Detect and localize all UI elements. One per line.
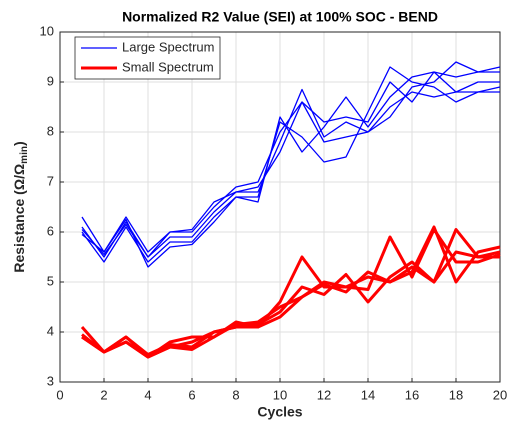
legend-label: Large Spectrum <box>122 39 215 54</box>
x-tick-label: 8 <box>232 387 239 402</box>
x-tick-label: 6 <box>188 387 195 402</box>
y-tick-label: 7 <box>47 173 54 188</box>
chart-title: Normalized R2 Value (SEI) at 100% SOC - … <box>122 9 438 25</box>
y-label-subscript: min <box>19 146 30 164</box>
series-line <box>81 81 500 258</box>
y-tick-label: 4 <box>47 323 54 338</box>
legend-label: Small Spectrum <box>122 59 214 74</box>
legend-box <box>74 36 221 80</box>
x-tick-label: 0 <box>56 387 63 402</box>
series-line <box>81 250 501 359</box>
x-tick-label: 14 <box>361 387 375 402</box>
y-tick-label: 10 <box>40 23 54 38</box>
x-tick-label: 4 <box>144 387 151 402</box>
x-tick-label: 16 <box>405 387 419 402</box>
y-tick-label: 6 <box>47 223 54 238</box>
y-label-suffix: ) <box>11 141 27 146</box>
x-axis-label: Cycles <box>257 404 302 420</box>
y-tick-label: 5 <box>47 273 54 288</box>
y-axis-label: Resistance (Ω/Ωmin) <box>11 141 30 272</box>
x-tick-label: 18 <box>449 387 463 402</box>
series-line <box>81 66 501 263</box>
series-line <box>81 71 500 268</box>
y-tick-label: 3 <box>47 373 54 388</box>
plot-frame <box>59 31 501 383</box>
y-tick-label: 8 <box>47 123 54 138</box>
x-tick-label: 10 <box>273 387 287 402</box>
x-tick-label: 2 <box>100 387 107 402</box>
x-tick-label: 12 <box>317 387 331 402</box>
y-tick-label: 9 <box>47 73 54 88</box>
x-tick-label: 20 <box>493 387 507 402</box>
y-label-text: Resistance (Ω/Ω <box>11 164 27 273</box>
